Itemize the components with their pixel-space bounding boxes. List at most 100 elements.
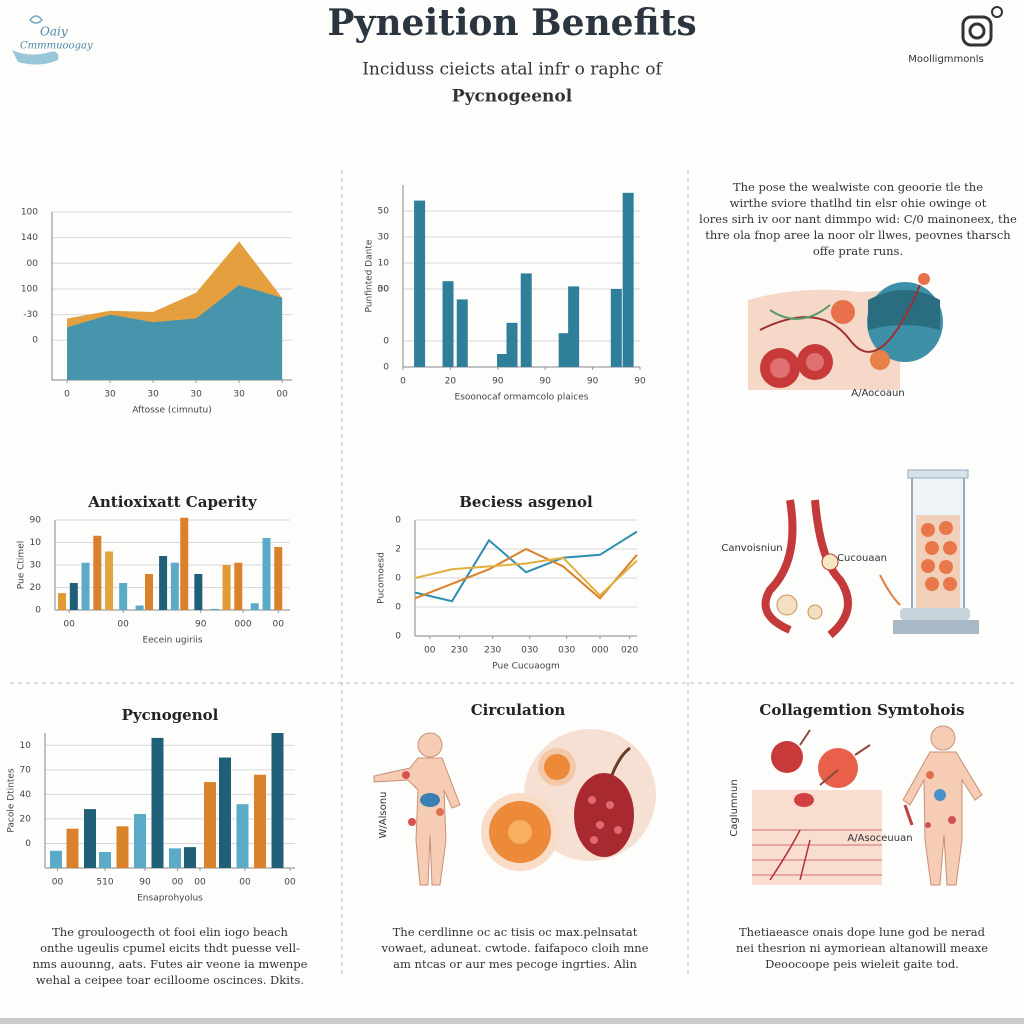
paragraph-line: nms auounng, aats. Futes air veone ia mw… [33,957,308,971]
bar [180,517,189,610]
x-tick-label: 00 [117,620,129,630]
bar [456,299,468,367]
paragraph-line: am ntcas or aur mes pecoge ingrties. Ali… [393,957,637,971]
bar [159,556,168,610]
bar [414,200,426,367]
x-tick-label: 020 [621,646,638,656]
bar [69,583,78,610]
bar [210,608,219,610]
y-tick-label: 20 [30,583,42,593]
y-tick-label: 10 [30,538,42,548]
x-tick-label: 30 [190,390,202,400]
bar [274,547,283,610]
y-tick-label: 0 [395,603,401,613]
x-tick-label: 000 [591,646,608,656]
bar [99,852,111,868]
y-tick-label: 20 [20,814,32,824]
illustration-label: Cucouaan [837,553,887,564]
paragraph-line: lores sirh iv oor nant dimmpo wid: C/0 m… [699,212,1017,226]
circulation-illustration [373,729,656,886]
chart-title: Pycnogenol [122,706,219,724]
dividers [10,170,1014,975]
x-tick-label: 000 [234,620,251,630]
bottom-strip [0,1018,1024,1024]
paragraph-line: The grouloogecth ot fooi elin iogo beach [52,925,288,939]
brand-text: Moolligmmonls [908,54,983,65]
y-tick-label: 70 [20,765,32,775]
bar [271,733,284,868]
bar [254,774,266,868]
x-tick-label: 90 [492,377,504,387]
y-axis-label: Pue Ctimel [17,541,27,590]
paragraph-line: thre ola fnop aree la noor olr llwes, pe… [705,228,1011,242]
bar [135,605,144,610]
y-tick-label: 10 [378,259,390,269]
paragraph-line: nei thesrion ni aymoriean altanowill mea… [736,941,988,955]
area [67,285,283,380]
bar [506,322,518,367]
x-axis-label: Esoonocaf ormamcolo plaices [455,393,589,403]
paragraph-line: onthe ugeulis cpumel eicits thdt puesse … [40,941,300,955]
illustration-label: Canvoisniun [721,543,782,554]
y-tick-label: 0 [383,337,389,347]
y-axis-label: Pucomoesd [377,552,387,604]
logo-text: Oaiy [40,25,68,39]
page-title: Pyneition Benefits [327,2,696,44]
y-tick-label: 00 [378,285,390,295]
x-tick-label: 90 [634,377,646,387]
y-tick-label: 30 [378,233,390,243]
paragraph-line: Thetiaeasce onais dope lune god be nerad [739,925,986,939]
y-tick-label: -30 [23,310,38,320]
paragraph-line: wirthe sviore thatlhd tin elsr ohie owin… [730,196,987,210]
bar [497,354,509,367]
x-tick-label: 00 [172,878,184,888]
x-tick-label: 90 [587,377,599,387]
y-tick-label: 0 [25,839,31,849]
y-tick-label: 2 [395,545,401,555]
subtitle-2: Pycnogeenol [452,87,573,107]
bar [204,782,216,868]
x-tick-label: 230 [484,646,501,656]
x-tick-label: 030 [521,646,538,656]
paragraph-line: wehal a ceipee toar ecilloome oscinces. … [36,973,304,987]
x-axis-label: Aftosse (cimnutu) [132,406,212,416]
bar [145,574,153,610]
x-axis-label: Ensaprohyolus [137,894,203,904]
x-tick-label: 90 [539,377,551,387]
x-tick-label: 00 [273,620,285,630]
x-tick-label: 0 [400,377,406,387]
instagram-icon [961,6,1003,47]
bar [134,814,146,868]
bar [50,850,62,868]
y-tick-label: 0 [395,632,401,642]
x-tick-label: 510 [96,878,113,888]
y-tick-label: 50 [378,207,390,217]
section-title: Circulation [471,701,566,719]
bar [568,286,580,367]
bar [119,583,128,610]
illustration-label: W/Alsonu [378,792,389,839]
vessel-illustration [761,469,979,639]
y-tick-label: 0 [395,574,401,584]
logo-text: Cmmmuoogay [20,41,93,52]
bar [558,333,570,367]
bar [194,574,203,610]
bar [170,562,179,610]
paragraph-line: offe prate runs. [813,244,903,258]
x-tick-label: 00 [52,878,64,888]
x-tick-label: 230 [451,646,468,656]
bar [84,809,96,868]
illustration-label: A/Aocoaun [851,388,904,399]
x-tick-label: 00 [194,878,206,888]
bar [520,273,532,367]
bar [184,847,196,868]
bar [219,757,231,868]
x-tick-label: 20 [445,377,457,387]
bar [81,562,90,610]
y-tick-label: 30 [30,561,42,571]
paragraph-line: The pose the wealwiste con geoorie tle t… [733,180,983,194]
line [414,556,638,597]
